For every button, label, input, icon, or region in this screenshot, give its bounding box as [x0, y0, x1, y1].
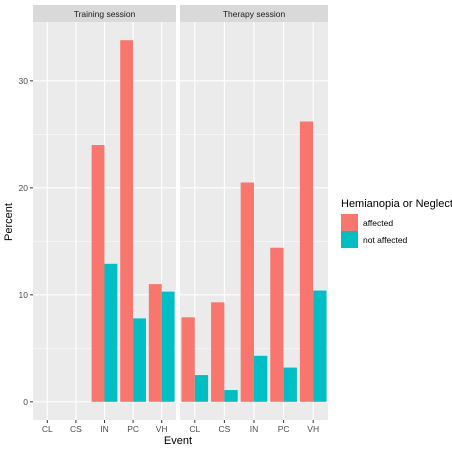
facet-strip-label: Therapy session [223, 9, 286, 19]
x-tick-label: IN [250, 424, 259, 434]
legend-title: Hemianopia or Neglect [341, 198, 452, 210]
y-tick-label: 30 [19, 76, 29, 86]
legend-key-not-affected [341, 231, 358, 248]
x-tick-label: PC [127, 424, 139, 434]
bar-affected-VH [299, 121, 314, 402]
x-tick-label: IN [100, 424, 109, 434]
x-tick-label: VH [156, 424, 168, 434]
y-tick-label: 0 [23, 397, 28, 407]
legend: Hemianopia or Neglect affected not affect… [341, 198, 452, 248]
x-axis-title: Event [164, 435, 192, 447]
facet-panel: CL CS IN PC VH Therapy session [180, 5, 328, 434]
facet-strip [33, 5, 176, 22]
bar-not-affected-VH [161, 291, 175, 402]
bar-not-affected-PC [283, 367, 297, 402]
x-tick-label: PC [278, 424, 290, 434]
legend-key-affected [341, 214, 358, 231]
bar-affected-CS [211, 302, 225, 402]
y-tick-label: 20 [19, 183, 29, 193]
y-axis-title: Percent [3, 203, 15, 241]
bar-not-affected-IN [104, 263, 118, 402]
bar-affected-PC [270, 247, 284, 402]
legend-label: not affected [363, 235, 408, 245]
x-tick-label: CL [42, 424, 53, 434]
bar-affected-VH [148, 284, 162, 402]
bar-affected-CL [181, 317, 195, 402]
bar-not-affected-VH [313, 290, 327, 402]
facet-panel: CL CS IN PC VH Training session [33, 5, 176, 434]
bar-not-affected-PC [133, 318, 146, 402]
x-tick-label: CL [189, 424, 200, 434]
x-tick-label: CS [70, 424, 82, 434]
bar-affected-PC [120, 40, 134, 402]
bar-not-affected-CL [194, 375, 209, 402]
bar-not-affected-CS [224, 390, 238, 402]
facet-strip-label: Training session [74, 9, 136, 19]
bar-affected-IN [91, 145, 105, 402]
x-tick-label: CS [218, 424, 230, 434]
y-tick-label: 10 [19, 290, 29, 300]
facet-strip [180, 5, 328, 22]
bar-not-affected-IN [254, 355, 268, 402]
bar-affected-IN [240, 182, 254, 402]
legend-label: affected [363, 218, 393, 228]
x-tick-label: VH [307, 424, 319, 434]
